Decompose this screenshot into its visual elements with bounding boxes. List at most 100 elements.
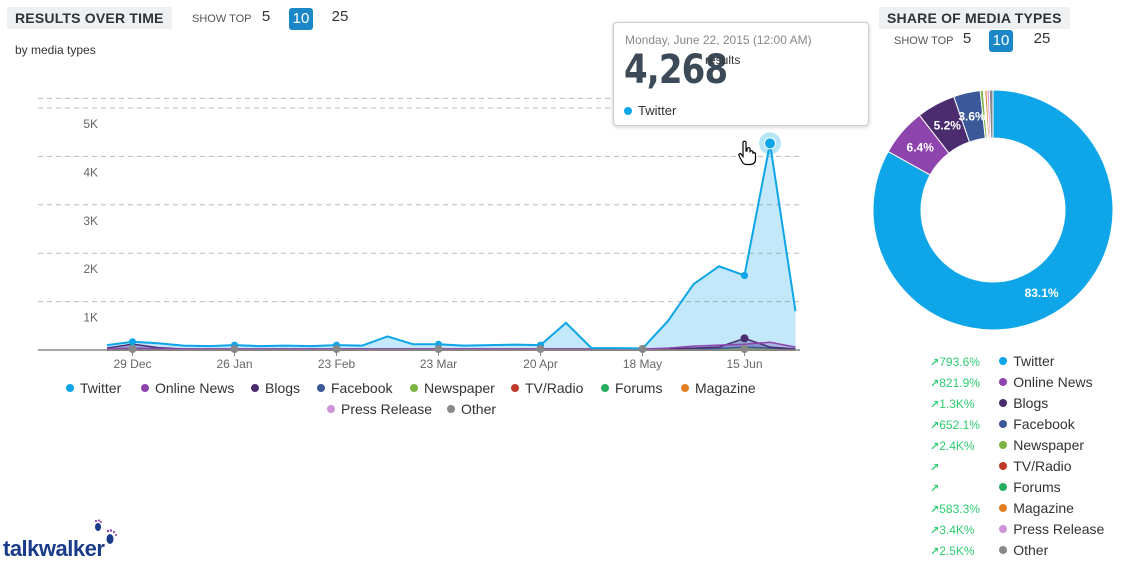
share-legend-label: Magazine bbox=[1013, 500, 1074, 516]
y-tick-label: 4K bbox=[83, 165, 98, 179]
legend-item-press-release[interactable]: Press Release bbox=[327, 401, 432, 417]
donut-slice-other[interactable] bbox=[988, 89, 994, 139]
share-legend-row-forums[interactable]: ↗ Forums bbox=[930, 477, 1061, 498]
share-legend-row-magazine[interactable]: ↗583.3% Magazine bbox=[930, 498, 1074, 519]
share-legend-row-blogs[interactable]: ↗1.3K% Blogs bbox=[930, 393, 1048, 414]
donut-labels: 83.1% 6.4% 5.2%3.6% bbox=[907, 109, 1059, 299]
share-legend-label: Press Release bbox=[1013, 521, 1105, 537]
line-twitter bbox=[106, 143, 797, 350]
tooltip-series-dot bbox=[624, 106, 632, 115]
other-point[interactable] bbox=[434, 345, 443, 353]
x-tick-label: 20 Apr bbox=[523, 357, 558, 371]
talkwalker-logo: talkwalker bbox=[3, 536, 105, 561]
share-legend-dot bbox=[999, 378, 1008, 387]
share-legend-row-online-news[interactable]: ↗821.9% Online News bbox=[930, 372, 1093, 393]
share-change-value: 3.4K% bbox=[939, 523, 975, 537]
line-online-news bbox=[106, 341, 796, 350]
twitter-point[interactable] bbox=[129, 338, 136, 346]
share-change-value: 2.5K% bbox=[939, 544, 975, 558]
chart-tooltip: Monday, June 22, 2015 (12:00 AM) 4,268 r… bbox=[613, 22, 869, 126]
x-tick-label: 23 Feb bbox=[318, 357, 356, 371]
share-change-value: 2.4K% bbox=[939, 439, 975, 453]
share-legend-dot bbox=[999, 462, 1008, 471]
share-legend-label: Online News bbox=[1013, 374, 1093, 390]
area-twitter bbox=[107, 143, 796, 350]
series-areas bbox=[107, 143, 796, 350]
other-point[interactable] bbox=[128, 345, 137, 353]
legend-item-online-news[interactable]: Online News bbox=[141, 380, 234, 396]
share-legend: ↗793.6% Twitter ↗821.9% Online News ↗1.3K% Bl… bbox=[930, 351, 1120, 563]
share-donut-chart: 83.1% 6.4% 5.2%3.6% bbox=[872, 89, 1114, 331]
other-point[interactable] bbox=[230, 345, 239, 353]
grid-lines bbox=[38, 97, 800, 303]
highlight-point[interactable] bbox=[764, 137, 776, 150]
legend-item-newspaper[interactable]: Newspaper bbox=[410, 380, 495, 396]
share-legend-dot bbox=[999, 483, 1008, 492]
twitter-point[interactable] bbox=[741, 271, 748, 279]
share-legend-label: Twitter bbox=[1013, 353, 1055, 369]
legend-item-forums[interactable]: Forums bbox=[601, 380, 662, 396]
show-top-5-button[interactable]: 5 bbox=[261, 8, 271, 25]
y-tick-label: 1K bbox=[83, 311, 98, 325]
trend-up-icon: ↗ bbox=[930, 546, 940, 558]
y-tick-label: 3K bbox=[83, 214, 98, 228]
trend-up-icon: ↗ bbox=[930, 525, 940, 537]
legend-item-twitter[interactable]: Twitter bbox=[66, 380, 121, 396]
share-legend-row-tv-radio[interactable]: ↗ TV/Radio bbox=[930, 456, 1072, 477]
share-legend-label: TV/Radio bbox=[1013, 458, 1072, 474]
share-legend-label: Facebook bbox=[1013, 416, 1075, 432]
donut-label-blogs: 5.2% bbox=[934, 119, 962, 133]
show-top-25-button[interactable]: 25 bbox=[331, 8, 349, 25]
other-point[interactable] bbox=[536, 345, 545, 353]
hover-highlight[interactable] bbox=[759, 132, 781, 155]
legend-item-facebook[interactable]: Facebook bbox=[317, 380, 392, 396]
legend-item-blogs[interactable]: Blogs bbox=[251, 380, 300, 396]
share-of-media-types-title: SHARE OF MEDIA TYPES bbox=[879, 7, 1070, 29]
legend-item-magazine[interactable]: Magazine bbox=[681, 380, 756, 396]
x-tick-label: 26 Jan bbox=[216, 357, 252, 371]
trend-up-icon: ↗ bbox=[930, 357, 940, 369]
share-change-value: 583.3% bbox=[939, 502, 980, 516]
x-tick-label: 29 Dec bbox=[113, 357, 151, 371]
other-point[interactable] bbox=[638, 345, 647, 353]
share-change-value: 793.6% bbox=[939, 355, 980, 369]
chart-subtitle: by media types bbox=[15, 43, 96, 57]
blogs-point[interactable] bbox=[740, 334, 749, 343]
show-top-10-button[interactable]: 10 bbox=[289, 8, 313, 30]
talkwalker-footprints-icon bbox=[94, 519, 117, 544]
other-point[interactable] bbox=[740, 345, 749, 353]
tooltip-value: 4,268 bbox=[624, 47, 728, 93]
x-tick-label: 18 May bbox=[623, 357, 662, 371]
chart-legend: Twitter Online News Blogs Facebook Newsp… bbox=[0, 378, 870, 422]
donut-slice-twitter[interactable] bbox=[872, 89, 1114, 331]
share-legend-label: Newspaper bbox=[1013, 437, 1085, 453]
y-axis-ticks: 1K 2K 3K 4K 5K bbox=[83, 117, 98, 325]
show-top-label: SHOW TOP bbox=[192, 13, 252, 25]
share-change-value: 652.1% bbox=[939, 418, 980, 432]
results-over-time-title: RESULTS OVER TIME bbox=[7, 7, 172, 29]
donut-slices bbox=[872, 89, 1114, 331]
legend-item-tv-radio[interactable]: TV/Radio bbox=[511, 380, 583, 396]
tooltip-unit: results bbox=[705, 53, 741, 67]
share-show-top-25-button[interactable]: 25 bbox=[1033, 30, 1051, 47]
legend-item-other[interactable]: Other bbox=[447, 401, 496, 417]
y-tick-label: 2K bbox=[83, 262, 98, 276]
share-legend-row-twitter[interactable]: ↗793.6% Twitter bbox=[930, 351, 1054, 372]
x-axis-ticks: 29 Dec 26 Jan 23 Feb 23 Mar 20 Apr 18 May 15 J… bbox=[113, 350, 763, 371]
share-legend-label: Blogs bbox=[1013, 395, 1049, 411]
donut-label-online-news: 6.4% bbox=[907, 140, 935, 154]
share-legend-row-other[interactable]: ↗2.5K% Other bbox=[930, 540, 1048, 561]
x-tick-label: 15 Jun bbox=[726, 357, 762, 371]
share-legend-row-press-release[interactable]: ↗3.4K% Press Release bbox=[930, 519, 1104, 540]
pointer-hand-icon bbox=[738, 140, 757, 166]
share-show-top-5-button[interactable]: 5 bbox=[962, 30, 972, 47]
other-point[interactable] bbox=[332, 345, 341, 353]
share-legend-label: Other bbox=[1013, 542, 1049, 558]
share-legend-row-newspaper[interactable]: ↗2.4K% Newspaper bbox=[930, 435, 1084, 456]
results-over-time-chart: 1K 2K 3K 4K 5K 29 Dec 26 Jan 23 Feb 23 Mar 20 Ap… bbox=[38, 97, 800, 371]
share-legend-dot bbox=[999, 441, 1008, 450]
share-show-top-10-button[interactable]: 10 bbox=[989, 30, 1013, 52]
donut-label-twitter: 83.1% bbox=[1025, 286, 1059, 300]
trend-up-icon: ↗ bbox=[930, 504, 940, 516]
share-legend-row-facebook[interactable]: ↗652.1% Facebook bbox=[930, 414, 1075, 435]
